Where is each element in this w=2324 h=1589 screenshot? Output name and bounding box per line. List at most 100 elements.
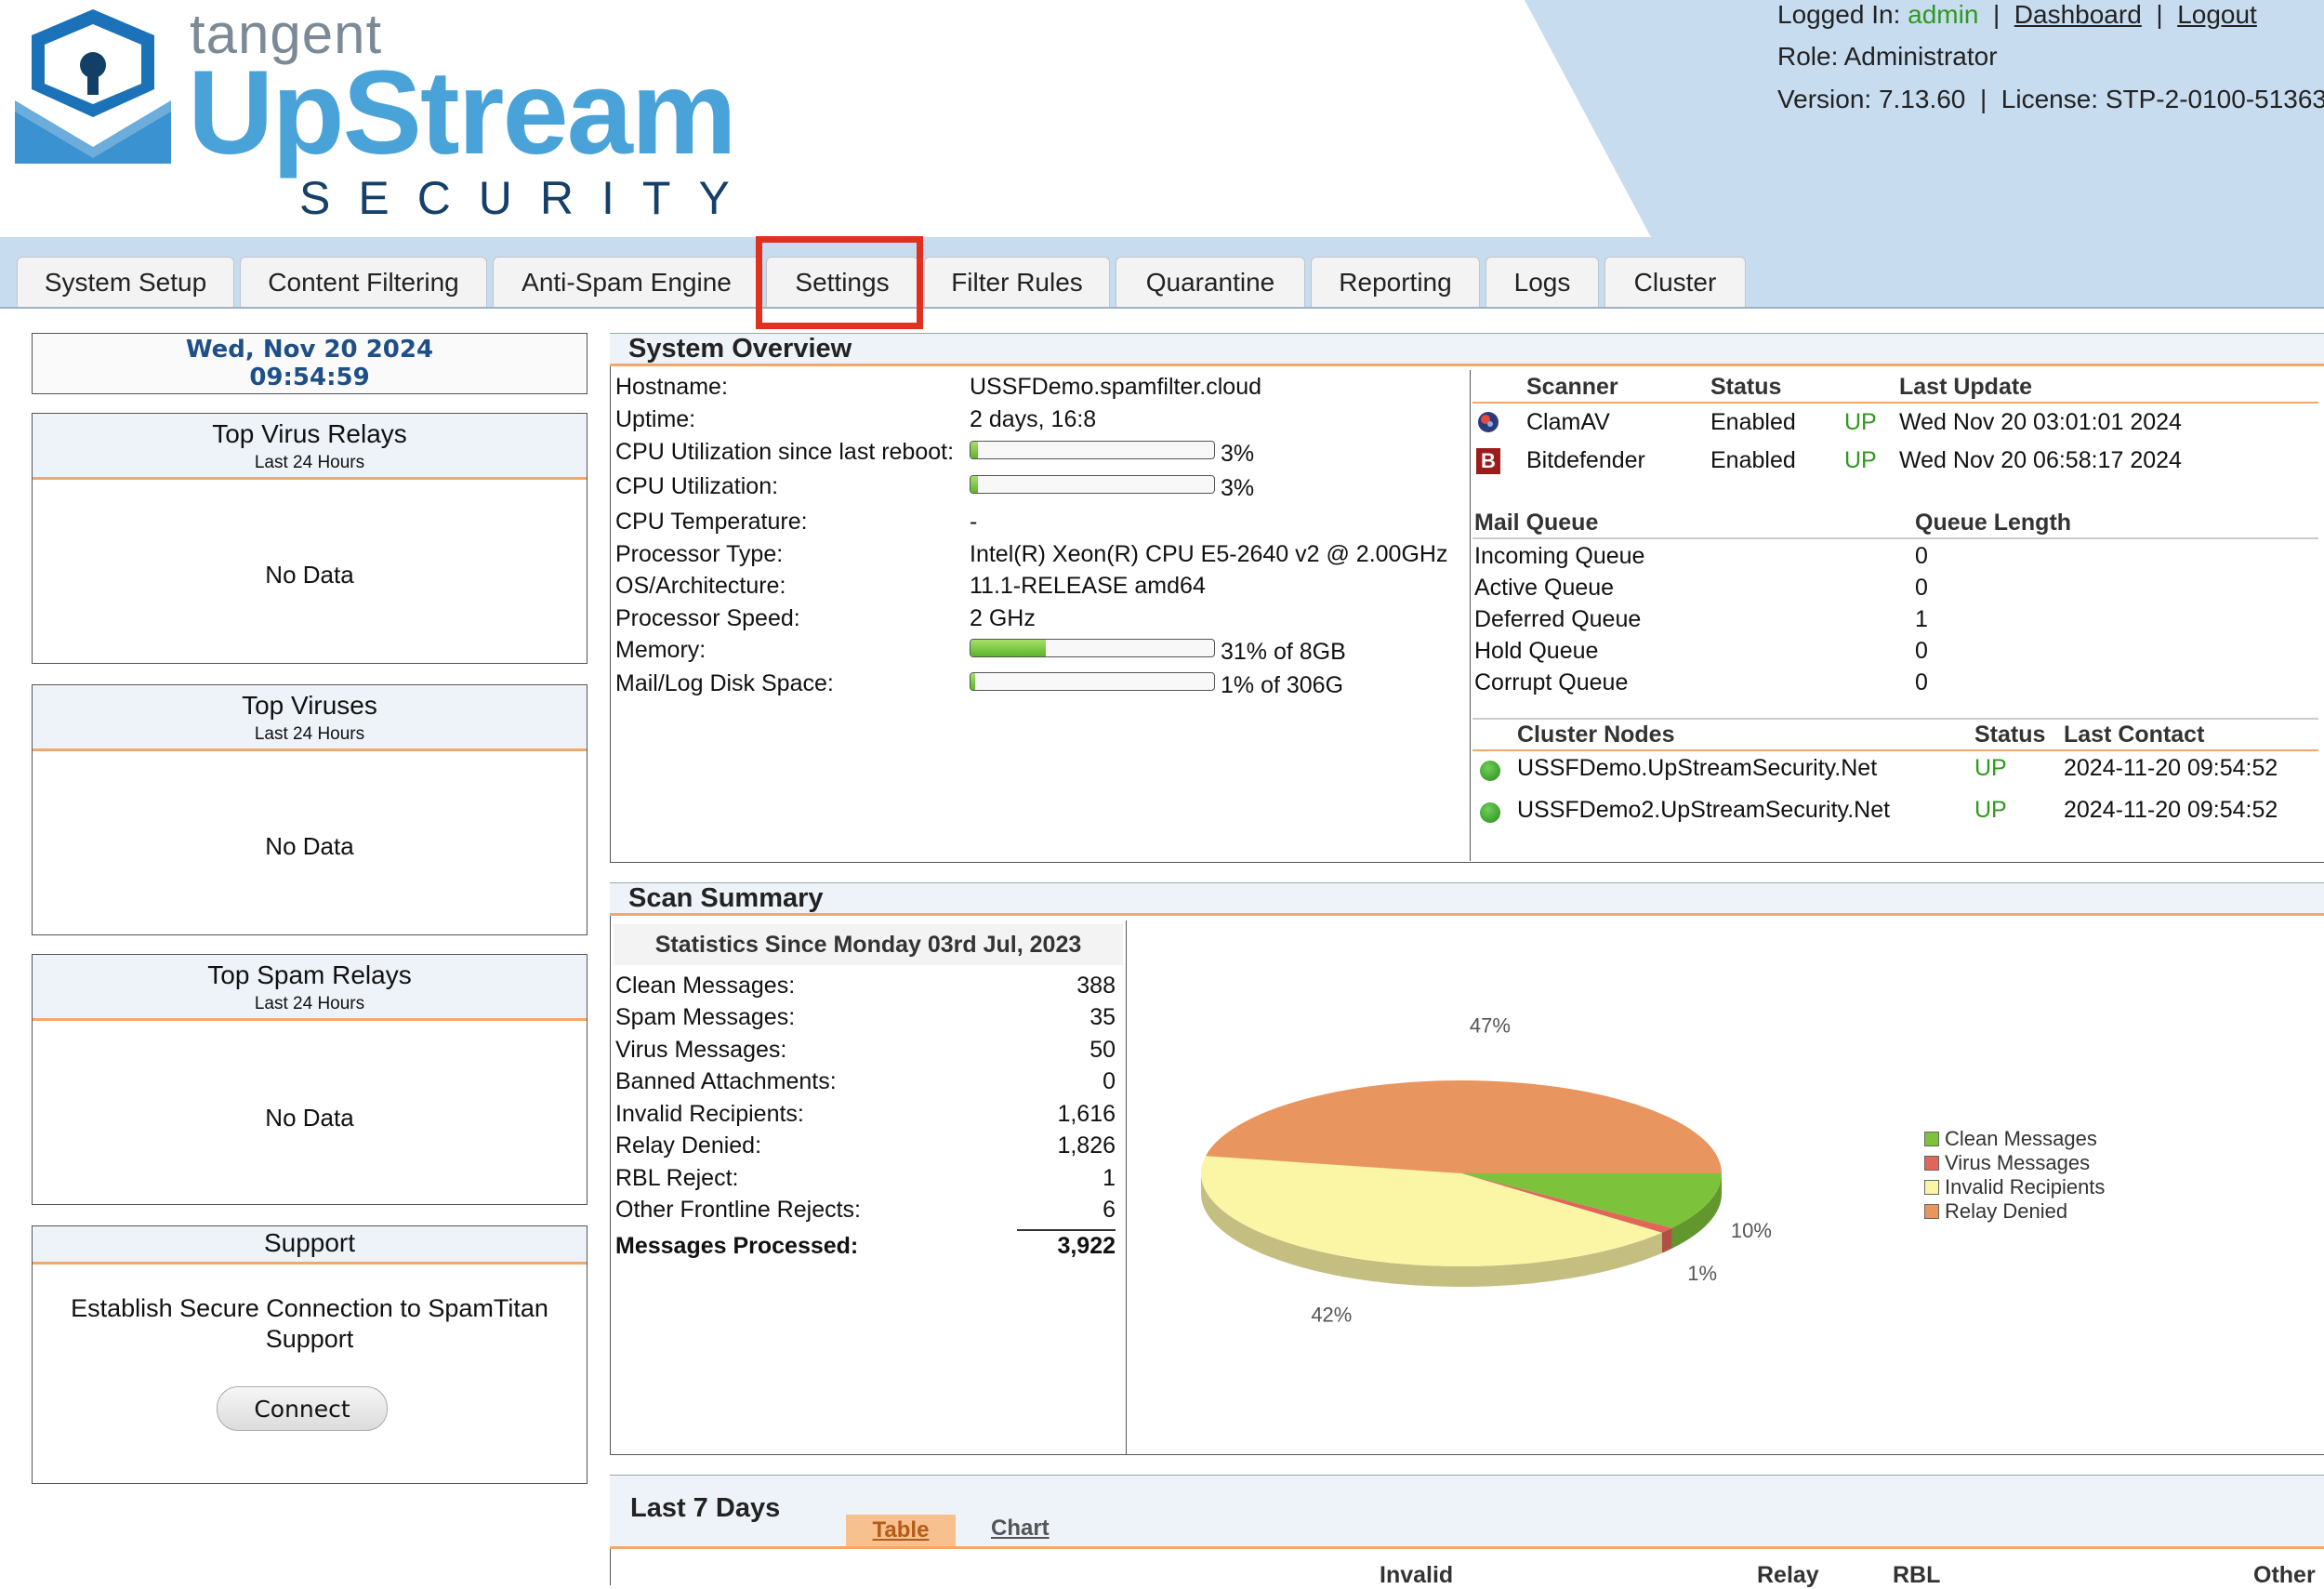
box-subtitle: Last 24 Hours (254, 453, 365, 472)
brand-security-text: SECURITY (299, 172, 758, 224)
queue-name: Active Queue (1474, 575, 1615, 601)
settings-tab-highlight (756, 236, 923, 329)
cpu-utilization-bar (970, 475, 1215, 494)
tab-system-setup[interactable]: System Setup (17, 257, 234, 307)
current-date: Wed, Nov 20 2024 (185, 336, 434, 364)
tab-cluster[interactable]: Cluster (1604, 257, 1746, 307)
stat-label: Invalid Recipients: (615, 1101, 804, 1127)
tab-chart[interactable]: Chart (991, 1516, 1050, 1541)
stat-label: Relay Denied: (615, 1132, 762, 1159)
scanner-state: UP (1844, 447, 1877, 473)
datetime-box: Wed, Nov 20 2024 09:54:59 (32, 333, 588, 394)
tab-filter-rules[interactable]: Filter Rules (924, 257, 1110, 307)
panel-title: Scan Summary (628, 883, 824, 913)
total-value: 3,922 (1057, 1233, 1116, 1259)
memory-value: 31% of 8GB (1221, 639, 1346, 665)
stat-value: 35 (1089, 1004, 1116, 1030)
brand-upstream-text: UpStream (188, 46, 737, 179)
bar-fill (971, 640, 1047, 656)
legend-swatch (1924, 1180, 1939, 1195)
cpu-since-reboot-bar (970, 441, 1215, 459)
tab-anti-spam-engine[interactable]: Anti-Spam Engine (493, 257, 760, 307)
overview-divider (1470, 370, 1471, 861)
box-header: Top Viruses Last 24 Hours (33, 685, 587, 751)
cpu-since-reboot-value: 3% (1221, 441, 1255, 467)
stats-title-bg (614, 924, 1123, 965)
logout-link[interactable]: Logout (2177, 0, 2257, 29)
scanner-col-header: Scanner (1526, 374, 1618, 400)
support-box: Support Establish Secure Connection to S… (32, 1225, 588, 1484)
node-status: UP (1974, 797, 2007, 823)
stat-label: Virus Messages: (615, 1037, 787, 1063)
brand-tangent-text: tangent (190, 3, 383, 65)
tab-quarantine[interactable]: Quarantine (1116, 257, 1305, 307)
hostname-label: Hostname: (615, 374, 728, 400)
scan-summary-divider (1126, 920, 1127, 1454)
node-status: UP (1974, 755, 2007, 781)
column-header: RBL (1893, 1562, 1941, 1588)
last-update-col-header: Last Update (1899, 374, 2033, 400)
scanner-header-line (1472, 402, 2318, 404)
scan-summary-panel (610, 916, 2324, 1455)
node-name: USSFDemo.UpStreamSecurity.Net (1517, 755, 1878, 781)
separator: | (2156, 0, 2163, 29)
legend-swatch (1924, 1156, 1939, 1171)
tab-table[interactable]: Table (846, 1515, 956, 1546)
pie-percent-label: 47% (1470, 1014, 1511, 1038)
no-data-text: No Data (265, 832, 354, 860)
queue-name: Corrupt Queue (1474, 669, 1629, 695)
no-data-text: No Data (265, 561, 354, 589)
processor-speed-value: 2 GHz (970, 605, 1036, 631)
top-spam-relays-box: Top Spam Relays Last 24 Hours No Data (32, 954, 588, 1205)
pie-slice-relay-denied (1205, 1079, 1722, 1173)
hostname-value: USSFDemo.spamfilter.cloud (970, 374, 1262, 400)
stat-label: RBL Reject: (615, 1165, 739, 1191)
cluster-nodes-header: Cluster Nodes (1517, 722, 1675, 748)
processor-type-value: Intel(R) Xeon(R) CPU E5-2640 v2 @ 2.00GH… (970, 541, 1448, 567)
role-text: Role: Administrator (1777, 42, 1998, 71)
tab-content-filtering[interactable]: Content Filtering (240, 257, 487, 307)
scanner-name: ClamAV (1526, 409, 1610, 435)
legend-label: Virus Messages (1945, 1151, 2091, 1174)
queue-length-header: Queue Length (1915, 510, 2072, 536)
tab-logs[interactable]: Logs (1486, 257, 1599, 307)
stat-value: 6 (1103, 1197, 1116, 1223)
node-name: USSFDemo2.UpStreamSecurity.Net (1517, 797, 1891, 823)
connect-button[interactable]: Connect (217, 1386, 388, 1431)
processor-type-label: Processor Type: (615, 541, 784, 567)
stat-label: Other Frontline Rejects: (615, 1197, 861, 1223)
legend-swatch (1924, 1132, 1939, 1146)
legend-item: Invalid Recipients (1924, 1175, 2105, 1199)
pie-slice-side (1201, 1173, 1662, 1287)
box-title: Top Spam Relays (207, 960, 412, 989)
stat-label: Clean Messages: (615, 973, 796, 999)
scanner-status: Enabled (1710, 409, 1796, 435)
stat-value: 1 (1103, 1165, 1116, 1191)
pie-slice-side (1671, 1173, 1722, 1249)
box-title: Top Viruses (242, 691, 377, 720)
tab-reporting[interactable]: Reporting (1311, 257, 1480, 307)
box-title: Support (263, 1228, 356, 1257)
mail-queue-header: Mail Queue (1474, 510, 1599, 536)
box-header: Support (33, 1226, 587, 1265)
dashboard-link[interactable]: Dashboard (2014, 0, 2142, 29)
version-license: Version: 7.13.60 | License: STP-2-0100-5… (1777, 85, 2324, 114)
scanner-last-update: Wed Nov 20 06:58:17 2024 (1899, 447, 2182, 473)
legend-swatch (1924, 1204, 1939, 1219)
cluster-header-line (1472, 749, 2318, 751)
box-subtitle: Last 24 Hours (254, 724, 365, 744)
tab-settings[interactable]: Settings (766, 257, 918, 307)
queue-length: 0 (1915, 669, 1928, 695)
legend-label: Relay Denied (1945, 1199, 2068, 1223)
column-header: Relay (1757, 1562, 1819, 1588)
cluster-header-line-top (1472, 718, 2318, 720)
scanner-last-update: Wed Nov 20 03:01:01 2024 (1899, 409, 2182, 435)
legend-item: Clean Messages (1924, 1127, 2097, 1151)
node-last-contact: 2024-11-20 09:54:52 (2064, 755, 2278, 781)
cpu-temperature-label: CPU Temperature: (615, 509, 808, 535)
node-status-icon (1480, 802, 1500, 823)
queue-header-line (1472, 537, 2318, 539)
uptime-label: Uptime: (615, 406, 696, 432)
bar-fill (971, 673, 976, 690)
clamav-icon (1478, 412, 1499, 432)
